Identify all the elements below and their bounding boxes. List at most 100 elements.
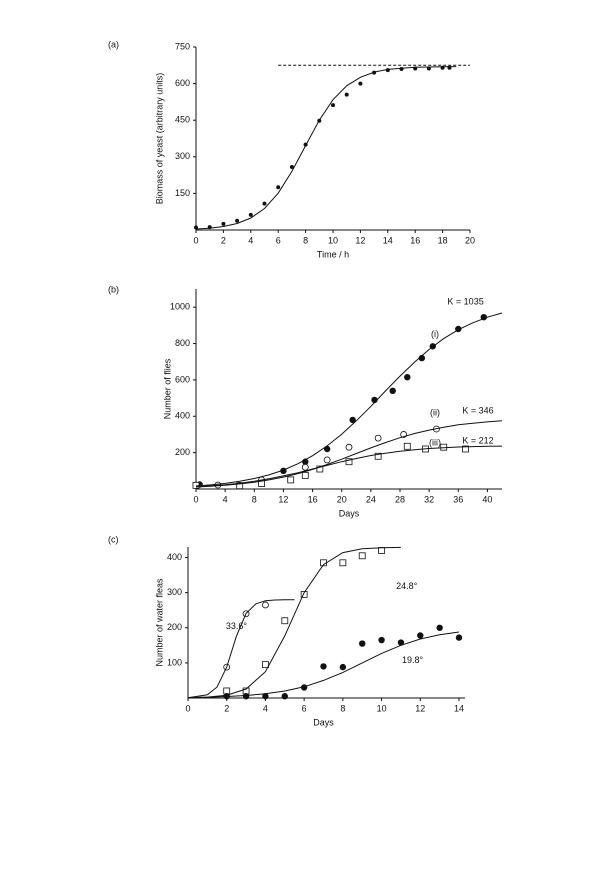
point <box>320 663 327 670</box>
point <box>345 458 353 466</box>
point <box>358 81 363 86</box>
x-tick-label: 16 <box>410 235 420 245</box>
point <box>397 639 405 646</box>
x-axis-title: Days <box>339 508 360 518</box>
x-axis-title: Days <box>313 717 334 727</box>
fit-curve <box>187 546 401 699</box>
point <box>418 354 426 362</box>
x-tick-label: 32 <box>424 494 434 504</box>
annotation: K = 1035 <box>447 296 483 306</box>
point <box>374 434 382 442</box>
point <box>455 634 463 641</box>
x-tick-label: 0 <box>193 494 198 504</box>
y-tick-label: 750 <box>175 41 190 51</box>
x-tick-label: 10 <box>328 235 338 245</box>
point <box>262 661 269 669</box>
point <box>221 221 226 226</box>
point <box>323 445 331 453</box>
point <box>287 476 295 484</box>
annotation: (iii) <box>429 437 441 447</box>
x-tick-label: 14 <box>454 703 464 713</box>
point <box>378 547 385 554</box>
point <box>436 624 443 631</box>
x-tick-label: 2 <box>221 235 226 245</box>
y-tick-label: 600 <box>175 78 190 88</box>
point <box>276 185 281 190</box>
y-tick-label: 450 <box>175 115 190 125</box>
fit-curve <box>195 66 457 230</box>
point <box>235 218 240 223</box>
x-tick-label: 4 <box>263 703 268 713</box>
x-tick-label: 12 <box>278 494 288 504</box>
y-tick-label: 300 <box>175 151 190 161</box>
x-tick-label: 12 <box>415 703 425 713</box>
annotation: 24.8° <box>396 581 418 591</box>
x-tick-label: 18 <box>438 235 448 245</box>
x-tick-label: 16 <box>308 494 318 504</box>
y-tick-label: 1000 <box>170 302 190 312</box>
x-tick-label: 40 <box>482 494 492 504</box>
x-tick-label: 6 <box>276 235 281 245</box>
panel: (b) 0 4 8 12 16 20 24 28 32 36 40 200 400 600 800 1000 Da… <box>108 284 503 518</box>
point <box>262 693 269 700</box>
y-tick-label: 200 <box>167 622 182 632</box>
annotation: (ii) <box>430 407 440 417</box>
point <box>344 92 349 97</box>
point <box>301 471 309 479</box>
x-tick-label: 8 <box>252 494 257 504</box>
panel: (c) 0 2 4 6 8 10 12 14 100 200 300 400 Days Number of … <box>108 534 465 727</box>
x-tick-label: 6 <box>302 703 307 713</box>
y-axis-title: Biomass of yeast (arbitrary units) <box>154 73 164 205</box>
x-tick-label: 10 <box>377 703 387 713</box>
x-tick-label: 0 <box>193 235 198 245</box>
y-tick-label: 150 <box>175 188 190 198</box>
x-tick-label: 4 <box>248 235 253 245</box>
point <box>358 552 366 560</box>
point <box>323 456 331 464</box>
point <box>331 103 335 108</box>
fit-curve <box>187 599 295 699</box>
point <box>359 640 366 647</box>
panel-label: (c) <box>108 534 119 544</box>
point <box>262 201 267 206</box>
annotation: 33.6° <box>226 621 248 631</box>
annotation: 19.8° <box>402 655 424 665</box>
point <box>417 632 424 639</box>
x-tick-label: 20 <box>337 494 347 504</box>
y-tick-label: 400 <box>175 411 190 421</box>
fit-curve <box>195 312 503 487</box>
panel: (a) 0 2 4 6 8 10 12 14 16 18 20 150 300 450 600 750 Time … <box>108 39 475 259</box>
annotation: K = 212 <box>462 435 493 445</box>
annotation: (i) <box>431 329 439 339</box>
point <box>374 452 382 460</box>
x-tick-label: 2 <box>224 703 229 713</box>
point <box>262 601 269 609</box>
panel-label: (b) <box>108 284 119 294</box>
x-tick-label: 20 <box>465 235 475 245</box>
point <box>339 663 347 671</box>
y-tick-label: 300 <box>167 587 182 597</box>
x-tick-label: 8 <box>340 703 345 713</box>
fit-curve <box>187 631 460 698</box>
point <box>258 480 265 487</box>
point <box>404 373 411 381</box>
y-tick-label: 600 <box>175 374 190 384</box>
x-tick-label: 28 <box>395 494 405 504</box>
x-tick-label: 0 <box>185 703 190 713</box>
point <box>248 212 253 217</box>
y-axis-title: Number of flies <box>162 358 172 419</box>
y-tick-label: 400 <box>167 552 182 562</box>
x-axis-title: Time / h <box>317 249 349 259</box>
x-tick-label: 24 <box>366 494 376 504</box>
y-tick-label: 100 <box>167 657 182 667</box>
point <box>378 636 385 644</box>
point <box>281 617 289 625</box>
panel-label: (a) <box>108 39 119 49</box>
point <box>281 693 288 700</box>
x-tick-label: 36 <box>453 494 463 504</box>
point <box>242 693 250 700</box>
point <box>462 445 469 453</box>
point <box>349 416 356 424</box>
point <box>316 465 324 473</box>
point <box>300 591 308 598</box>
